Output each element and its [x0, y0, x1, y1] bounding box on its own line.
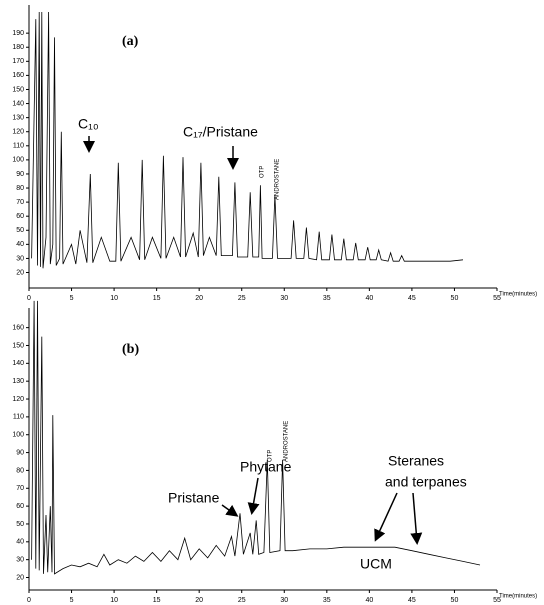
- y-tick-label: 90: [16, 449, 24, 456]
- arrow: [247, 477, 260, 515]
- x-tick-label: 0: [27, 295, 31, 302]
- arrow: [374, 492, 398, 542]
- x-tick-label: 35: [323, 295, 331, 302]
- y-tick-label: 100: [12, 157, 24, 164]
- y-tick-label: 40: [16, 241, 24, 248]
- y-tick-label: 160: [12, 324, 24, 331]
- annotation: OTP: [260, 166, 266, 178]
- x-tick-label: 55: [493, 597, 501, 604]
- x-tick-label: 45: [408, 295, 416, 302]
- annotation: Steranes: [388, 453, 444, 469]
- x-tick-label: 10: [110, 295, 118, 302]
- y-tick-label: 100: [12, 432, 24, 439]
- annotation: C₁₇/Pristane: [183, 124, 258, 140]
- x-tick-label: 40: [365, 597, 373, 604]
- x-tick-label: 20: [195, 597, 203, 604]
- y-tick-label: 50: [16, 227, 24, 234]
- x-tick-label: 25: [238, 597, 246, 604]
- annotation: ANDROSTANE: [275, 159, 281, 200]
- panel-label: (b): [122, 342, 139, 357]
- y-tick-label: 140: [12, 100, 24, 107]
- y-tick-label: 60: [16, 213, 24, 220]
- y-tick-label: 150: [12, 86, 24, 93]
- y-tick-label: 120: [12, 129, 24, 136]
- x-tick-label: 45: [408, 597, 416, 604]
- x-tick-label: 40: [365, 295, 373, 302]
- annotation: OTP: [268, 450, 274, 462]
- arrow: [221, 504, 239, 517]
- x-tick-label: 35: [323, 597, 331, 604]
- y-tick-label: 120: [12, 396, 24, 403]
- x-tick-label: 30: [280, 295, 288, 302]
- y-tick-label: 130: [12, 378, 24, 385]
- x-tick-label: 10: [110, 597, 118, 604]
- x-axis-label: Time(minutes): [499, 594, 537, 600]
- x-tick-label: 5: [70, 295, 74, 302]
- y-tick-label: 110: [13, 143, 24, 150]
- y-tick-label: 70: [16, 199, 24, 206]
- annotation: ANDROSTANE: [284, 421, 290, 462]
- y-tick-label: 20: [16, 574, 24, 581]
- y-tick-label: 190: [12, 30, 24, 37]
- y-tick-label: 60: [16, 503, 24, 510]
- y-tick-label: 180: [12, 44, 24, 51]
- y-tick-label: 20: [16, 269, 24, 276]
- annotation: and terpanes: [385, 474, 467, 490]
- x-tick-label: 20: [195, 295, 203, 302]
- x-tick-label: 55: [493, 295, 501, 302]
- y-tick-label: 140: [12, 360, 24, 367]
- x-tick-label: 5: [70, 597, 74, 604]
- annotation: UCM: [360, 556, 392, 572]
- trace: [31, 300, 481, 575]
- x-tick-label: 0: [27, 597, 31, 604]
- y-tick-label: 30: [16, 557, 24, 564]
- y-tick-label: 40: [16, 539, 24, 546]
- y-tick-label: 30: [16, 255, 24, 262]
- x-axis-label: Time(minutes): [499, 292, 537, 298]
- x-tick-label: 25: [238, 295, 246, 302]
- y-tick-label: 50: [16, 521, 24, 528]
- panel-label: (a): [122, 34, 139, 49]
- y-tick-label: 110: [13, 414, 24, 421]
- arrow: [410, 492, 423, 545]
- x-tick-label: 50: [451, 597, 459, 604]
- x-tick-label: 15: [153, 597, 161, 604]
- annotation: Phytane: [240, 459, 292, 475]
- y-tick-label: 170: [12, 58, 24, 65]
- y-tick-label: 70: [16, 485, 24, 492]
- annotation: C₁₀: [78, 116, 99, 132]
- trace: [31, 11, 464, 269]
- x-tick-label: 50: [451, 295, 459, 302]
- y-tick-label: 150: [12, 342, 24, 349]
- annotation: Pristane: [168, 490, 220, 506]
- x-tick-label: 30: [280, 597, 288, 604]
- y-tick-label: 80: [16, 467, 24, 474]
- y-tick-label: 130: [12, 114, 24, 121]
- y-tick-label: 80: [16, 185, 24, 192]
- y-tick-label: 90: [16, 171, 24, 178]
- y-tick-label: 160: [12, 72, 24, 79]
- x-tick-label: 15: [153, 295, 161, 302]
